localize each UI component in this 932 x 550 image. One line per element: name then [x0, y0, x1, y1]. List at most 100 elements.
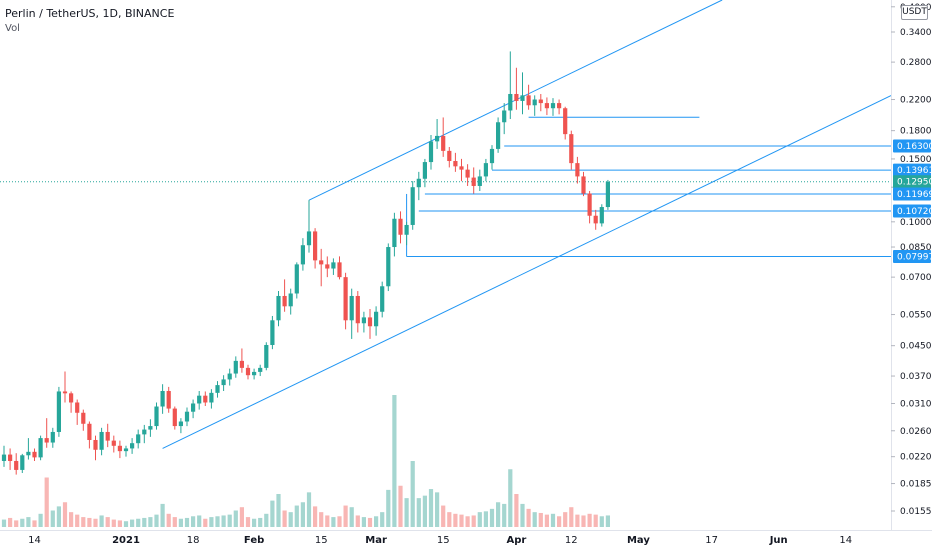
- candle-body: [483, 163, 488, 177]
- candle: [26, 438, 31, 460]
- candle-body: [447, 150, 452, 162]
- volume-bar: [215, 516, 220, 527]
- candle-body: [8, 454, 13, 461]
- candle: [605, 179, 610, 210]
- volume-bar: [447, 512, 452, 527]
- candle: [178, 418, 183, 434]
- volume-bar: [508, 469, 513, 527]
- candle-body: [160, 390, 165, 407]
- price-axis[interactable]: 0.400000.340000.280000.220000.180000.150…: [891, 3, 932, 517]
- volume-bar: [361, 517, 366, 527]
- candle: [8, 448, 13, 470]
- candle: [435, 119, 440, 149]
- volume-bar: [544, 514, 549, 527]
- volume-bar: [581, 515, 586, 527]
- candle-body: [374, 311, 379, 327]
- candle-body: [221, 379, 226, 386]
- candle: [325, 256, 330, 278]
- candle: [380, 281, 385, 318]
- candle-body: [355, 295, 360, 324]
- candle: [386, 243, 391, 292]
- volume-bar: [160, 503, 165, 527]
- candle: [142, 424, 147, 444]
- candle: [154, 402, 159, 430]
- candle: [563, 106, 568, 140]
- volume-bar: [245, 517, 251, 527]
- candle-body: [343, 277, 348, 321]
- candle-body: [20, 455, 25, 470]
- candle: [203, 391, 208, 407]
- candle-body: [136, 434, 141, 444]
- symbol-title[interactable]: Perlin / TetherUS, 1D, BINANCE: [5, 7, 175, 20]
- x-tick-label: 14: [28, 535, 41, 546]
- candle-body: [56, 391, 61, 432]
- candle-body: [38, 438, 43, 458]
- volume-bar: [81, 517, 86, 527]
- candle: [245, 364, 251, 380]
- candle: [404, 221, 409, 246]
- volume-bar: [319, 512, 324, 527]
- candle: [550, 98, 556, 116]
- candle: [99, 427, 104, 456]
- candle: [538, 93, 543, 112]
- candle: [209, 389, 214, 409]
- candle-body: [154, 406, 159, 427]
- volume-bar: [599, 516, 604, 527]
- candle-body: [465, 169, 470, 178]
- candle-body: [69, 393, 74, 403]
- volume-bar: [538, 512, 543, 527]
- volume-bar: [276, 494, 281, 527]
- candle: [489, 145, 495, 170]
- candle: [410, 181, 415, 230]
- candle: [184, 407, 190, 427]
- candle-body: [111, 440, 116, 446]
- volume-bar: [300, 502, 305, 527]
- volume-bar: [483, 511, 488, 527]
- candle-body: [557, 103, 562, 109]
- volume-bar: [87, 517, 92, 527]
- candle: [258, 364, 263, 377]
- candle: [1, 445, 7, 467]
- volume-bar: [575, 514, 580, 527]
- candle: [361, 311, 366, 333]
- currency-button[interactable]: USDT: [901, 5, 928, 20]
- volume-bar: [514, 494, 519, 527]
- candle: [87, 421, 92, 449]
- badge-background: [893, 175, 931, 189]
- volume-bar: [331, 517, 336, 527]
- volume-bar: [386, 489, 391, 527]
- volume-bar: [398, 485, 403, 527]
- candle-body: [508, 93, 513, 111]
- candle: [319, 248, 324, 287]
- volume-bar: [392, 395, 397, 527]
- volume-bar: [252, 518, 257, 527]
- volume-bar: [32, 520, 37, 527]
- candle-body: [270, 320, 275, 345]
- level-price-badge: 0.11969: [893, 187, 932, 201]
- candle-body: [252, 371, 257, 376]
- candle-body: [191, 403, 196, 412]
- candle: [599, 204, 604, 227]
- candle-body: [337, 262, 342, 278]
- volume-bar: [148, 517, 153, 527]
- candle-body: [428, 141, 434, 163]
- candle-body: [319, 260, 324, 265]
- candle: [508, 51, 513, 120]
- candle-body: [50, 431, 55, 443]
- candle: [398, 211, 403, 244]
- volume-bar: [111, 519, 116, 527]
- volume-bar: [56, 506, 61, 527]
- candle: [526, 84, 531, 110]
- volume-bars: [1, 395, 610, 527]
- x-tick-label: 15: [315, 535, 328, 546]
- candle-body: [477, 176, 482, 186]
- x-tick-label: May: [627, 535, 650, 546]
- volume-bar: [136, 518, 141, 527]
- candle: [581, 171, 586, 197]
- time-axis[interactable]: 14 2021 18 Feb 15 Mar 15 Apr 12 May 17 Jun 14: [28, 535, 852, 546]
